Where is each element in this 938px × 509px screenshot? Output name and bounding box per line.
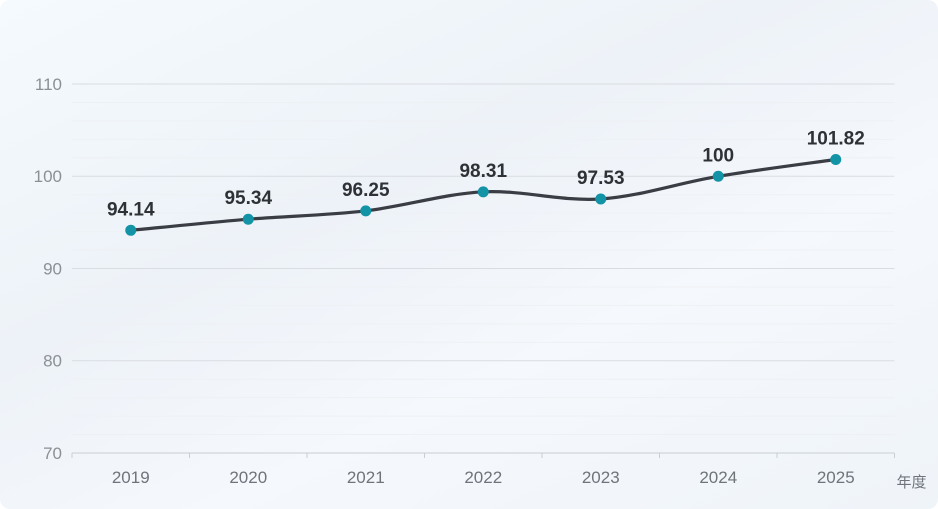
y-axis-tick-label: 110 (35, 75, 62, 94)
data-point[interactable] (360, 205, 372, 217)
data-point[interactable] (242, 213, 254, 225)
y-axis-tick-label: 90 (43, 259, 62, 278)
data-point[interactable] (125, 224, 137, 236)
y-axis-tick-label: 80 (43, 352, 62, 371)
data-point-label: 96.25 (342, 180, 390, 201)
x-axis-tick-label: 2023 (582, 468, 620, 487)
data-point[interactable] (712, 170, 724, 182)
data-point-label: 100 (702, 145, 734, 166)
x-axis-tick-label: 2020 (229, 468, 267, 487)
data-point[interactable] (595, 193, 607, 205)
data-point-label: 95.34 (224, 188, 272, 209)
x-axis-tick-label: 2024 (699, 468, 737, 487)
y-axis-tick-label: 100 (34, 167, 62, 186)
x-axis-tick-label: 2022 (464, 468, 502, 487)
data-point[interactable] (830, 153, 842, 165)
data-point-label: 94.14 (107, 199, 155, 220)
x-axis-tick-label: 2019 (112, 468, 150, 487)
data-point[interactable] (477, 186, 489, 198)
data-point-label: 98.31 (459, 161, 507, 182)
x-axis-title: 年度 (897, 474, 927, 491)
data-point-label: 101.82 (807, 128, 865, 149)
x-axis-tick-label: 2025 (817, 468, 855, 487)
x-axis-tick-label: 2021 (347, 468, 385, 487)
y-axis-tick-label: 70 (43, 444, 62, 463)
data-point-label: 97.53 (577, 168, 625, 189)
